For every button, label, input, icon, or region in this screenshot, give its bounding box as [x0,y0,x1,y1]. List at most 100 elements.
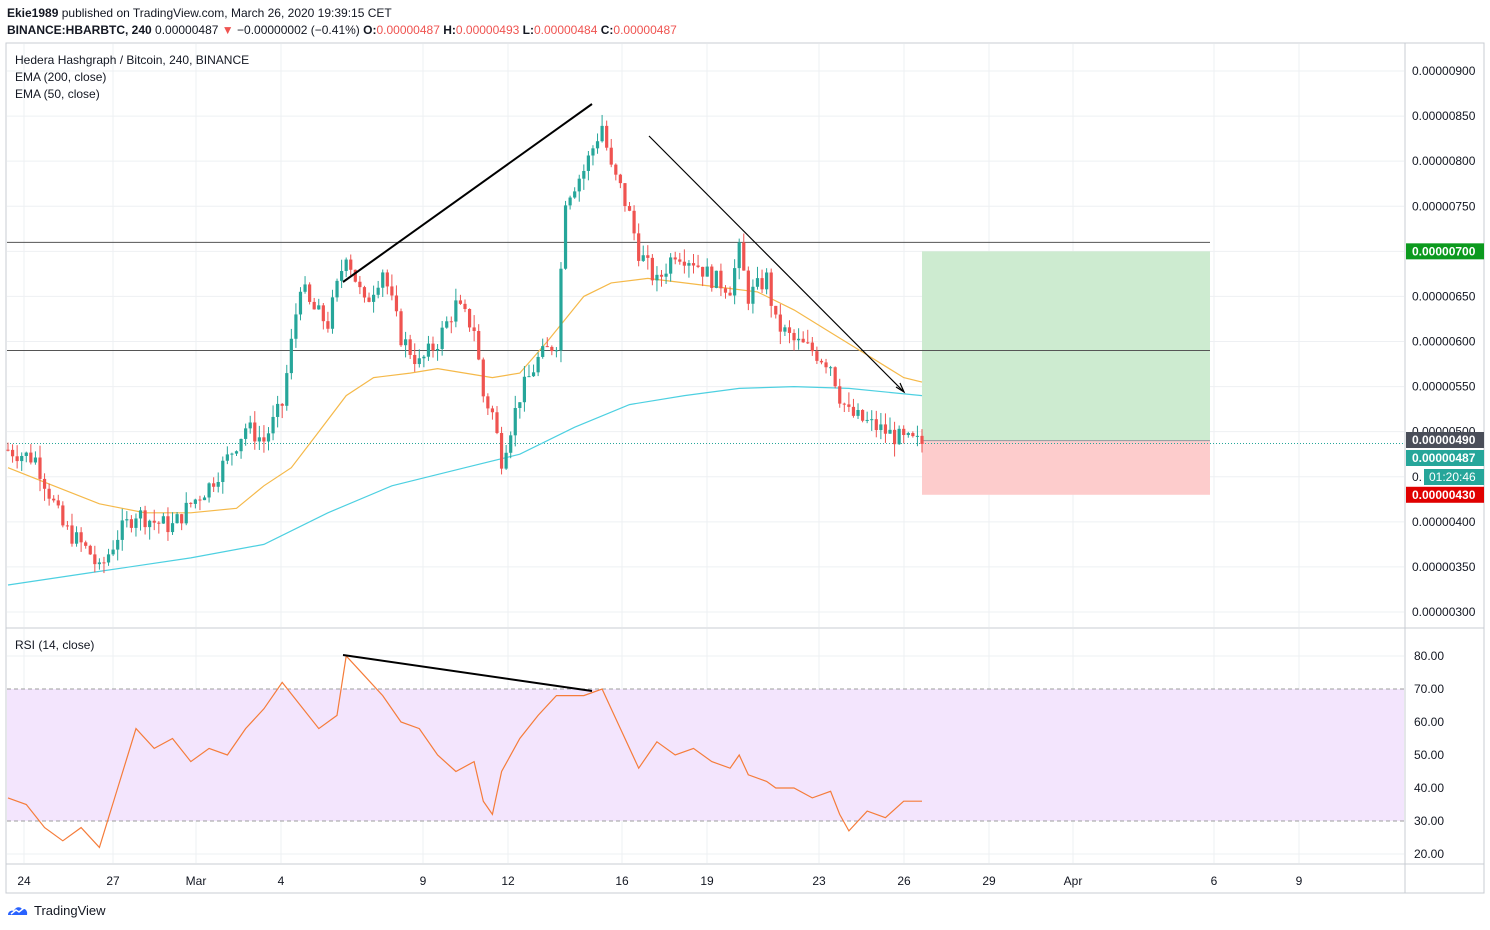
falling-trend-arrow[interactable] [648,135,905,393]
candle-body[interactable] [230,453,234,455]
candle-body[interactable] [541,346,545,357]
candle-body[interactable] [93,554,97,565]
candle-body[interactable] [65,525,70,527]
candle-body[interactable] [381,272,385,288]
candle-body[interactable] [353,269,357,282]
candle-body[interactable] [152,520,156,523]
candle-body[interactable] [207,483,211,498]
candle-body[interactable] [202,497,207,501]
candle-body[interactable] [915,435,920,437]
candle-body[interactable] [499,432,504,469]
candle-body[interactable] [573,191,577,198]
candle-body[interactable] [161,516,165,524]
candle-body[interactable] [326,321,330,329]
candle-body[interactable] [577,178,581,192]
candle-body[interactable] [824,362,828,368]
candle-body[interactable] [669,257,673,274]
candle-body[interactable] [175,514,179,524]
candle-body[interactable] [545,346,549,348]
candle-body[interactable] [801,338,805,343]
candle-body[interactable] [134,518,138,528]
candle-body[interactable] [860,410,865,421]
candle-body[interactable] [550,346,554,352]
candle-body[interactable] [691,263,696,266]
candle-body[interactable] [125,519,129,521]
publisher-name[interactable]: Ekie1989 [7,6,59,20]
candle-body[interactable] [454,300,458,322]
candle-body[interactable] [509,435,513,453]
candle-body[interactable] [742,242,746,271]
candle-body[interactable] [79,532,83,543]
candle-body[interactable] [280,403,284,406]
candle-body[interactable] [486,396,490,409]
candle-body[interactable] [673,257,677,260]
candle-body[interactable] [737,242,741,269]
candle-body[interactable] [490,408,495,413]
candle-body[interactable] [829,367,833,369]
candle-body[interactable] [435,348,440,351]
candle-body[interactable] [38,457,42,479]
candle-body[interactable] [879,424,883,431]
candle-body[interactable] [426,343,431,357]
candle-body[interactable] [733,268,737,296]
candle-body[interactable] [408,339,412,355]
candle-body[interactable] [838,386,842,404]
candle-body[interactable] [212,483,216,487]
candle-body[interactable] [467,309,472,328]
candle-body[interactable] [116,539,120,550]
candle-body[interactable] [481,359,485,397]
candle-body[interactable] [815,351,819,361]
candle-body[interactable] [367,297,371,302]
candle-body[interactable] [170,523,175,533]
candle-body[interactable] [527,376,531,378]
candle-body[interactable] [714,270,718,288]
candle-body[interactable] [659,274,664,277]
candle-body[interactable] [650,257,654,281]
candle-body[interactable] [148,520,152,528]
candle-body[interactable] [385,272,389,287]
rising-trendline[interactable] [342,103,593,283]
candle-body[interactable] [637,233,641,261]
candle-body[interactable] [15,456,19,462]
candle-body[interactable] [632,210,636,234]
trend-drawings[interactable] [342,103,906,394]
candle-body[interactable] [6,449,10,451]
candle-body[interactable] [883,424,888,434]
candle-body[interactable] [682,261,686,266]
candle-body[interactable] [582,170,586,179]
candle-body[interactable] [586,155,590,171]
candle-body[interactable] [257,437,261,442]
footer-brand[interactable]: TradingView [6,902,106,918]
candle-body[interactable] [906,433,910,436]
candle-body[interactable] [29,452,33,463]
candle-body[interactable] [216,481,220,487]
candle-body[interactable] [605,125,609,148]
candle-body[interactable] [920,435,924,444]
candle-body[interactable] [531,372,536,377]
candle-body[interactable] [340,271,344,281]
candle-body[interactable] [449,321,453,323]
candle-body[interactable] [792,332,796,341]
candle-body[interactable] [655,274,659,281]
candle-body[interactable] [358,281,362,288]
candle-body[interactable] [335,280,339,298]
candle-body[interactable] [819,360,824,363]
candle-body[interactable] [221,460,225,482]
candle-body[interactable] [687,263,691,266]
candle-body[interactable] [33,457,38,463]
candle-body[interactable] [778,314,782,332]
candle-body[interactable] [495,412,499,433]
candle-body[interactable] [874,419,878,431]
candle-body[interactable] [751,286,755,304]
candle-body[interactable] [769,272,773,306]
candle-body[interactable] [458,300,463,304]
candle-body[interactable] [522,376,527,403]
candle-body[interactable] [413,354,417,365]
candle-body[interactable] [678,259,682,262]
ema200-label[interactable]: EMA (200, close) [15,70,106,84]
candle-body[interactable] [865,419,869,421]
candle-body[interactable] [47,488,51,499]
candle-body[interactable] [129,519,133,528]
candle-body[interactable] [266,433,271,442]
candle-body[interactable] [774,305,778,315]
